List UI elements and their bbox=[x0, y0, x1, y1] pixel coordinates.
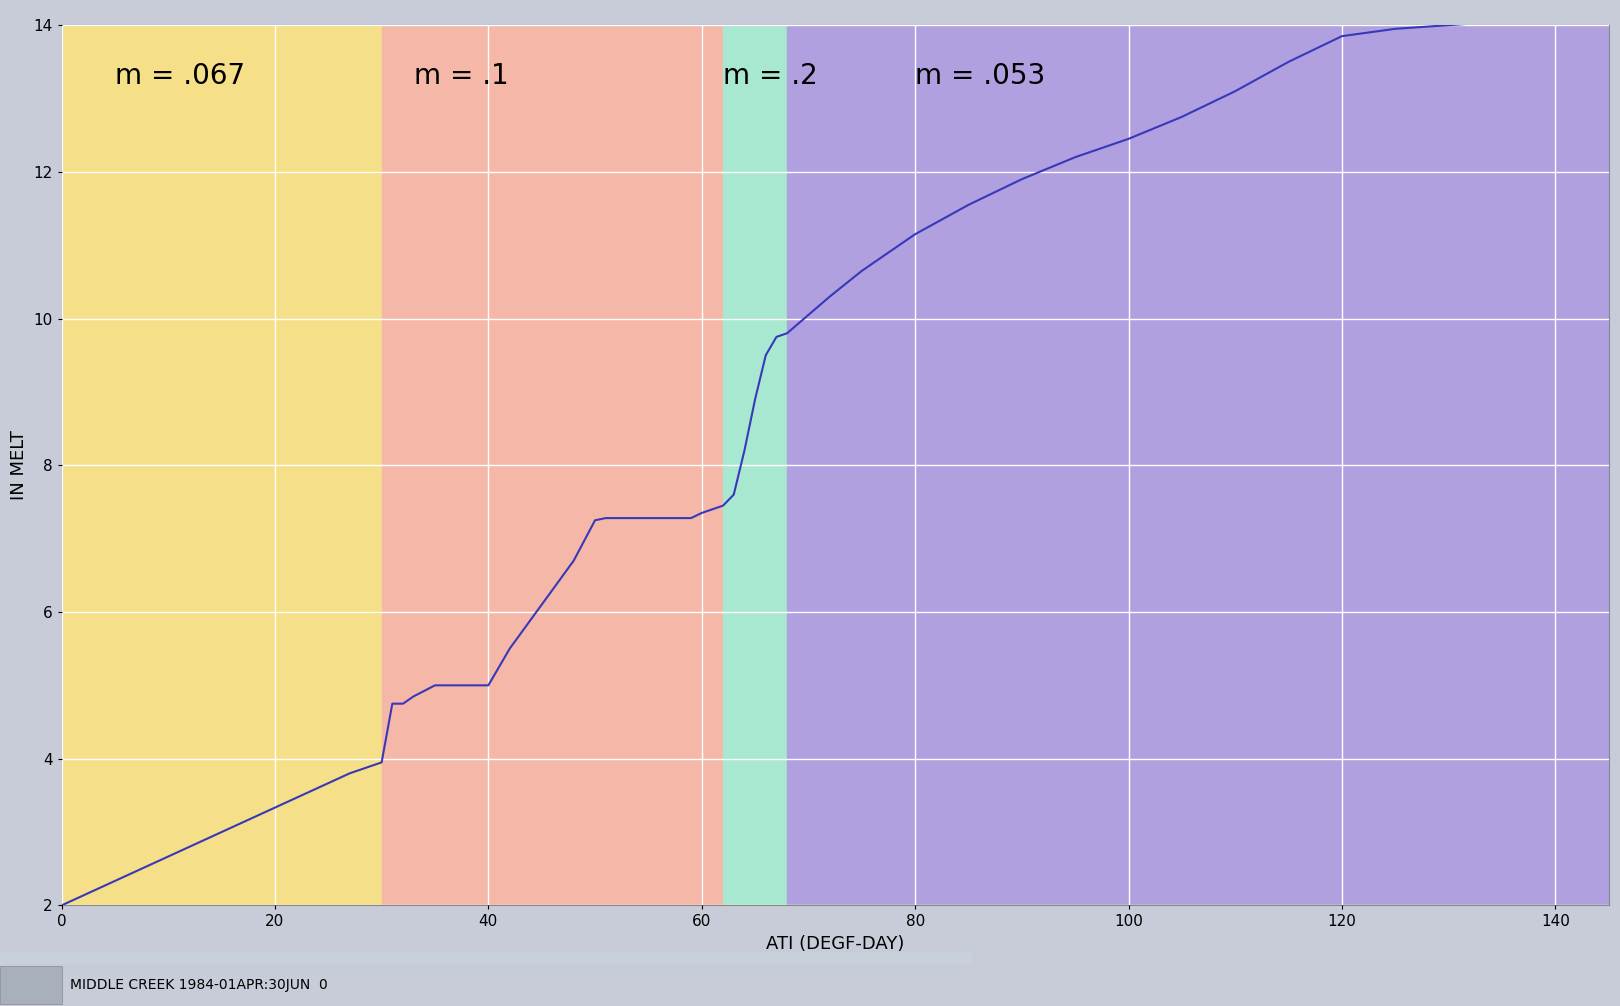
Bar bbox=[723, 25, 787, 905]
Text: m = .1: m = .1 bbox=[413, 62, 509, 91]
Bar bbox=[787, 25, 1609, 905]
Bar bbox=[62, 25, 382, 905]
Bar bbox=[0, 952, 972, 964]
Text: m = .067: m = .067 bbox=[115, 62, 245, 91]
Y-axis label: IN MELT: IN MELT bbox=[10, 431, 28, 500]
X-axis label: ATI (DEGF-DAY): ATI (DEGF-DAY) bbox=[766, 935, 904, 953]
Bar bbox=[382, 25, 723, 905]
Text: MIDDLE CREEK 1984-01APR:30JUN  0: MIDDLE CREEK 1984-01APR:30JUN 0 bbox=[70, 978, 327, 992]
Bar bbox=[0, 966, 62, 1004]
Text: m = .2: m = .2 bbox=[723, 62, 818, 91]
Text: m = .053: m = .053 bbox=[915, 62, 1045, 91]
